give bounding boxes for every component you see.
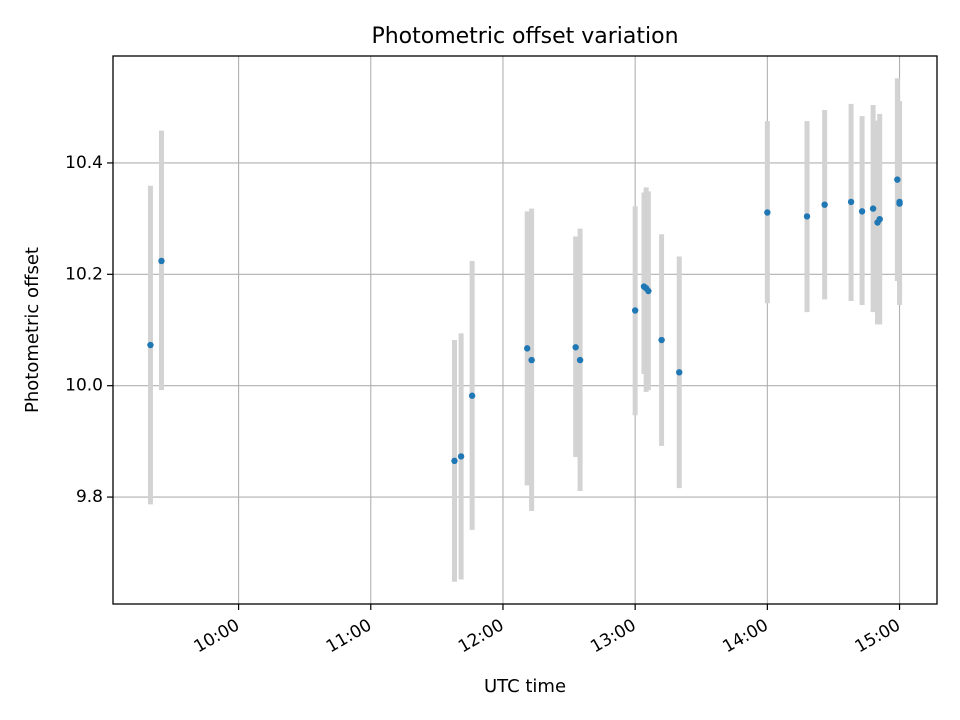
data-point (858, 208, 866, 215)
data-point (803, 213, 811, 220)
data-point (676, 369, 683, 376)
data-point (764, 209, 771, 216)
data-point (572, 344, 579, 351)
data-point (896, 198, 903, 206)
y-tick-label: 10.4 (65, 153, 103, 173)
data-point (876, 215, 883, 223)
y-tick-label: 9.8 (76, 487, 103, 507)
data-point (457, 453, 465, 460)
data-point (147, 341, 154, 349)
plot-area (112, 55, 938, 605)
data-point (158, 257, 165, 265)
data-point (528, 356, 535, 364)
data-point (468, 392, 476, 399)
data-point (631, 307, 639, 314)
data-point (821, 201, 828, 208)
y-axis-label: Photometric offset (22, 247, 43, 413)
data-point (847, 198, 855, 206)
x-axis-label: UTC time (484, 676, 566, 697)
y-tick-label: 10.0 (65, 376, 103, 396)
data-point (645, 287, 652, 295)
data-point (451, 457, 458, 465)
data-point (869, 205, 877, 212)
chart-title: Photometric offset variation (371, 24, 678, 49)
data-points (147, 176, 903, 465)
data-point (576, 356, 584, 364)
data-point (894, 176, 901, 183)
data-point (524, 345, 531, 352)
data-point (658, 336, 665, 344)
y-tick-label: 10.2 (65, 264, 103, 284)
